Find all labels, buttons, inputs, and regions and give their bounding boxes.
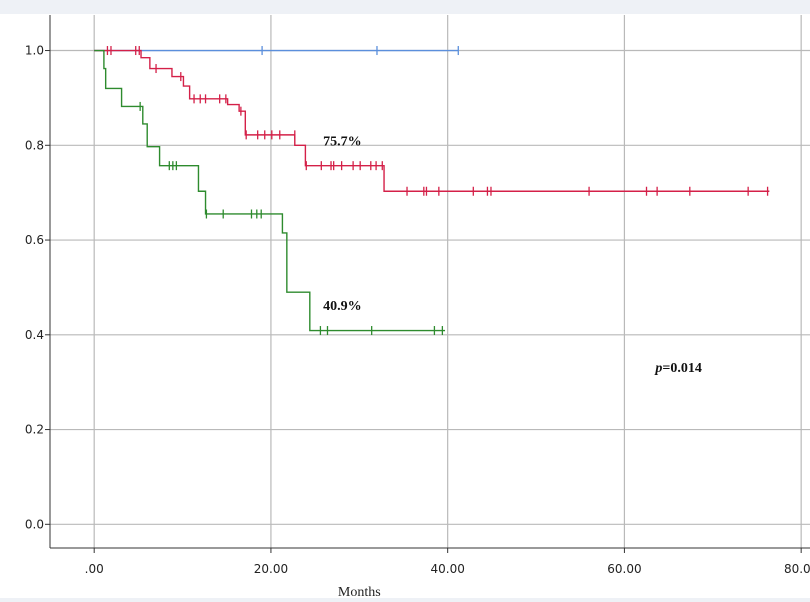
series-2 — [94, 49, 446, 336]
x-tick-label: 40.00 — [430, 562, 464, 576]
y-tick-label: 0.0 — [25, 517, 44, 531]
x-axis-title: Months — [338, 585, 381, 598]
annotation-label: 75.7% — [323, 134, 362, 149]
grid-layer — [50, 15, 810, 548]
p-value: =0.014 — [662, 361, 701, 376]
y-tick-label: 0.4 — [25, 328, 44, 342]
series-layer — [94, 46, 770, 336]
annotation-layer: 75.7% 40.9% p=0.014 — [323, 134, 702, 375]
series-1 — [94, 46, 770, 196]
y-tick-label: 0.6 — [25, 233, 44, 247]
x-tick-label: .00 — [85, 562, 104, 576]
plot-background — [0, 14, 810, 598]
survival-curve — [94, 49, 446, 332]
y-tick-label: 0.2 — [25, 423, 44, 437]
x-tick-label: 60.00 — [607, 562, 641, 576]
y-tick-label: 1.0 — [25, 44, 44, 58]
annotation-label: 40.9% — [323, 299, 362, 314]
x-tick-label: 80.00 — [784, 562, 810, 576]
series-0 — [94, 46, 459, 56]
y-tick-label: 0.8 — [25, 138, 44, 152]
axis-layer: 0.0 0.2 0.4 0.6 0.8 1.0 .00 20.00 40.00 60.00 80.0… — [25, 15, 810, 600]
x-tick-label: 20.00 — [254, 562, 288, 576]
annotation-label: p=0.014 — [654, 361, 701, 376]
p-value-symbol: p — [654, 361, 662, 376]
survival-curve — [94, 49, 770, 192]
